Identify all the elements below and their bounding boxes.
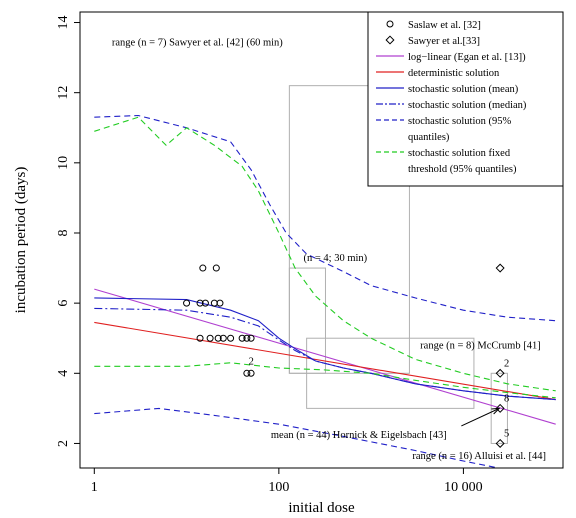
saslaw-point [201,299,209,307]
x-tick-label: 100 [268,480,289,495]
legend-symbol-0 [386,20,394,28]
sawyer-point [495,403,505,413]
annotation-6: 2 [504,358,509,369]
annotation-4: range (n = 16) Alluisi et al. [44] [412,451,546,462]
saslaw-point [183,299,191,307]
annotation-1: (n = 4; 30 min) [304,253,368,264]
legend-label-5: stochastic solution (median) [408,100,527,111]
saslaw-point [243,334,251,342]
annotation-3: mean (n = 44) Hornick & Eigelsbach [43] [271,430,447,441]
legend-label-4: stochastic solution (mean) [408,84,519,95]
x-tick-label: 1 [91,480,98,495]
series-line-5 [94,407,502,468]
y-axis-label: incubation period (days) [13,167,29,314]
saslaw-point [196,299,204,307]
series-line-6 [94,116,556,392]
y-tick-label: 4 [56,370,71,377]
y-tick-label: 2 [56,440,71,447]
y-tick-label: 8 [56,229,71,236]
legend-label-1: Sawyer et al.[33] [408,36,480,47]
saslaw-point [206,334,214,342]
legend-label-7-cont: threshold (95% quantiles) [408,164,517,175]
legend-label-6: stochastic solution (95% [408,116,511,127]
legend-label-0: Saslaw et al. [32] [408,20,481,31]
range-rect [288,267,326,374]
y-tick-label: 12 [56,86,71,100]
y-tick-label: 6 [56,300,71,307]
y-tick-label: 10 [56,156,71,170]
saslaw-point [216,299,224,307]
plot-content: range (n = 7) Sawyer et al. [42] (60 min… [94,37,556,468]
annotation-2: range (n = 8) McCrumb [41] [420,341,541,352]
series-line-7 [94,362,556,399]
saslaw-point [247,334,255,342]
sawyer-point [495,263,505,273]
saslaw-point [219,334,227,342]
series-line-0 [94,288,556,425]
legend-symbol-1 [385,35,395,45]
plot-frame [79,11,564,469]
range-rect [306,337,475,409]
saslaw-point [227,334,235,342]
saslaw-point [238,334,246,342]
sawyer-point [495,438,505,448]
annotation-8: 5 [504,428,509,439]
y-tick-label: 14 [56,16,71,30]
series-line-1 [94,321,556,401]
annotation-5: 2 [249,357,254,368]
arrow-head [491,407,501,415]
annotation-arrow [461,407,500,427]
legend: Saslaw et al. [32] Sawyer et al.[33] log−l… [367,11,564,187]
legend-box [367,11,564,187]
y-axis: 2 4 6 8 10 12 14 [56,16,80,447]
saslaw-point [214,334,222,342]
series-line-3 [94,307,556,401]
sawyer-point [495,368,505,378]
saslaw-point [247,369,255,377]
saslaw-point [199,264,207,272]
x-axis: 1 100 10 000 [91,468,483,495]
x-tick-label: 10 000 [444,480,483,495]
annotation-0: range (n = 7) Sawyer et al. [42] (60 min… [112,37,283,48]
range-rect [288,85,410,374]
legend-label-2: log−linear (Egan et al. [13]) [408,52,526,63]
series-line-4 [94,114,556,322]
range-rect [490,372,508,444]
annotation-7: 8 [504,393,509,404]
legend-label-7: stochastic solution fixed [408,148,511,159]
plot-area: range (n = 7) Sawyer et al. [42] (60 min… [94,37,556,468]
saslaw-point [196,334,204,342]
saslaw-point [243,369,251,377]
legend-label-3: deterministic solution [408,68,500,79]
saslaw-point [210,299,218,307]
saslaw-point [212,264,220,272]
x-axis-label: initial dose [288,500,355,516]
legend-label-6-cont: quantiles) [408,132,450,143]
